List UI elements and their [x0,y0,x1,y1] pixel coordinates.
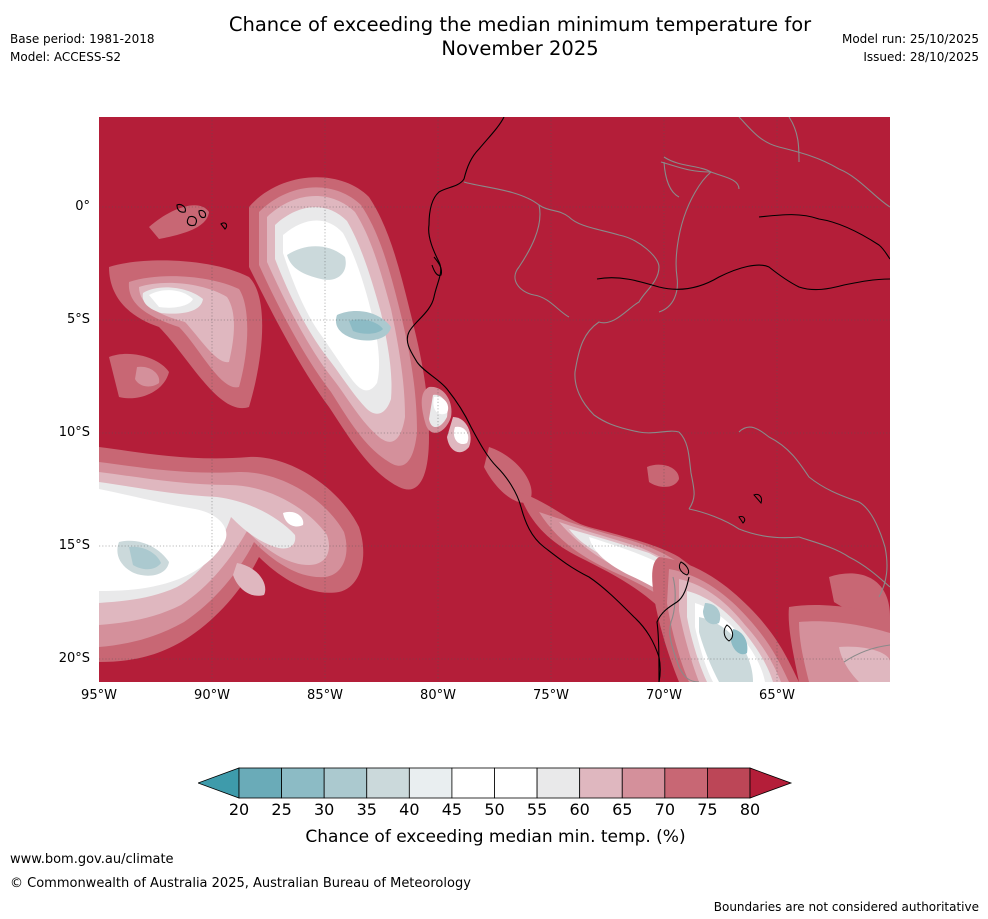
header-left-info: Base period: 1981-2018 Model: ACCESS-S2 [10,30,155,66]
lon-label-90w: 90°W [194,688,230,703]
legend-arrow-high [749,767,793,799]
legend-swatch [707,767,751,799]
legend-tick-label: 45 [441,800,463,819]
base-period-text: Base period: 1981-2018 [10,32,155,46]
legend-tick-label: 80 [739,800,761,819]
legend-tick-label: 30 [313,800,335,819]
legend-tick-label: 35 [356,800,377,819]
contour-coastal-north [249,177,429,490]
lat-label-5s: 5°S [66,312,90,327]
legend-swatch [494,767,538,799]
header-right-info: Model run: 25/10/2025 Issued: 28/10/2025 [842,30,979,66]
legend-tick-label: 20 [228,800,250,819]
legend-tick-label: 40 [399,800,420,819]
legend-colorbar [198,767,793,799]
legend-tick-label: 55 [526,800,548,819]
lakes [678,494,762,642]
map-title: Chance of exceeding the median minimum t… [170,13,870,61]
legend-tick-label: 60 [569,800,590,819]
contour-east-patches [647,464,890,682]
contour-southern-ocean [99,447,364,662]
legend-swatch [664,767,708,799]
coastline [176,117,890,682]
lon-label-65w: 65°W [759,688,795,703]
map-title-line2: November 2025 [441,37,599,60]
contour-small-blobs [433,396,469,445]
legend-arrow-low [198,767,240,799]
graticule [99,117,890,682]
legend-swatch [451,767,495,799]
lat-label-15s: 15°S [58,538,90,553]
map-title-line1: Chance of exceeding the median minimum t… [228,13,812,36]
legend-tick-label: 65 [612,800,633,819]
legend-tick-label: 25 [271,800,292,819]
legend-title: Chance of exceeding median min. temp. (%… [305,827,686,847]
map-panel[interactable] [99,117,890,682]
bom-website-link[interactable]: www.bom.gov.au/climate [10,852,174,867]
issued-text: Issued: 28/10/2025 [863,50,979,64]
lon-label-80w: 80°W [420,688,456,703]
legend-swatch [281,767,325,799]
legend-tick-label: 50 [484,800,505,819]
lat-label-10s: 10°S [58,425,90,440]
contour-galapagos [109,205,263,409]
legend-swatch [536,767,581,799]
copyright-text: © Commonwealth of Australia 2025, Austra… [10,876,471,891]
probability-map[interactable] [99,117,890,682]
model-run-text: Model run: 25/10/2025 [841,32,979,46]
legend-swatch [408,767,453,799]
lat-label-0: 0° [75,199,90,214]
lon-label-75w: 75°W [533,688,569,703]
lat-label-20s: 20°S [58,651,90,666]
lon-label-70w: 70°W [646,688,682,703]
legend-tick-label: 70 [654,800,676,819]
legend-swatch [238,767,282,799]
legend-swatch [323,767,368,799]
boundaries-note: Boundaries are not considered authoritat… [713,900,979,914]
lon-label-95w: 95°W [81,688,117,703]
model-text: Model: ACCESS-S2 [10,50,122,64]
legend-tick-label: 75 [697,800,718,819]
country-borders [463,117,890,682]
legend-swatch [621,767,666,799]
lon-label-85w: 85°W [307,688,343,703]
legend-swatch [366,767,410,799]
legend-swatch [579,767,623,799]
